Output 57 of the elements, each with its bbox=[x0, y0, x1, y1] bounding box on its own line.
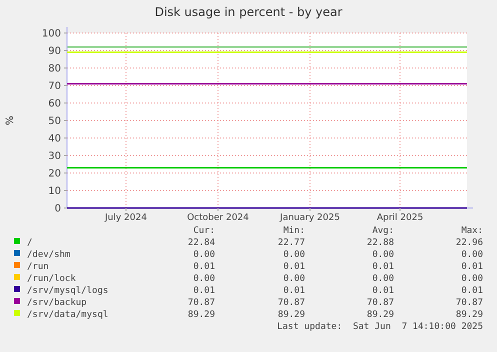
legend-label: /run/lock bbox=[27, 274, 76, 284]
text: 0.01 bbox=[372, 286, 394, 296]
text: 0.00 bbox=[372, 274, 394, 284]
y-tick-label: 10 bbox=[48, 186, 61, 197]
legend-label: /srv/backup bbox=[27, 298, 87, 308]
text: 0.00 bbox=[193, 274, 215, 284]
x-tick-label: October 2024 bbox=[187, 213, 250, 223]
text: 22.88 bbox=[366, 238, 394, 248]
text: 0.00 bbox=[193, 250, 215, 260]
y-tick-label: 40 bbox=[48, 134, 61, 144]
text: 70.87 bbox=[278, 298, 305, 308]
text: 22.84 bbox=[188, 238, 215, 248]
legend-label: /run bbox=[27, 262, 49, 272]
text: 0.00 bbox=[461, 274, 483, 284]
y-tick-label: 20 bbox=[48, 168, 61, 180]
y-tick-label: 90 bbox=[48, 46, 61, 57]
y-tick-label: 0 bbox=[54, 204, 61, 214]
text: 0.01 bbox=[283, 262, 305, 272]
x-tick-label: July 2024 bbox=[104, 213, 148, 223]
text: 89.29 bbox=[278, 310, 305, 320]
y-tick-label: 30 bbox=[48, 151, 61, 162]
y-tick-label: 80 bbox=[48, 64, 61, 74]
legend-label: /srv/mysql/logs bbox=[27, 286, 108, 296]
text: Min: bbox=[283, 226, 305, 236]
text: 70.87 bbox=[188, 298, 215, 308]
legend-label: /srv/data/mysql bbox=[27, 310, 108, 320]
x-tick-label: April 2025 bbox=[376, 213, 424, 223]
text: 0.01 bbox=[193, 286, 215, 296]
text: 0.00 bbox=[461, 250, 483, 260]
text: 89.29 bbox=[366, 310, 394, 320]
y-axis-title: % bbox=[5, 116, 16, 126]
text: 0.01 bbox=[193, 262, 215, 272]
text: 0.00 bbox=[283, 250, 305, 260]
chart-title: Disk usage in percent - by year bbox=[154, 5, 342, 19]
y-tick-label: 50 bbox=[48, 116, 61, 127]
text: 89.29 bbox=[456, 310, 483, 320]
y-tick-label: 100 bbox=[42, 28, 61, 40]
x-tick-label: January 2025 bbox=[279, 213, 340, 223]
text: 0.01 bbox=[461, 286, 483, 296]
text: 70.87 bbox=[456, 298, 483, 308]
text: 0.00 bbox=[283, 274, 305, 284]
text: Cur: bbox=[193, 226, 215, 236]
y-tick-label: 60 bbox=[48, 98, 61, 110]
text: Avg: bbox=[372, 226, 394, 236]
text: 22.96 bbox=[456, 238, 483, 248]
text: 0.01 bbox=[461, 262, 483, 272]
text: 0.00 bbox=[372, 250, 394, 260]
y-tick-label: 70 bbox=[48, 81, 61, 92]
legend-label: /dev/shm bbox=[27, 250, 70, 260]
text: 22.77 bbox=[278, 238, 305, 248]
text: Last update: Sat Jun 7 14:10:00 2025 bbox=[277, 322, 483, 332]
text: 0.01 bbox=[372, 262, 394, 272]
text: Max: bbox=[461, 226, 483, 236]
legend-label: / bbox=[27, 238, 32, 248]
text: 89.29 bbox=[188, 310, 215, 320]
text: 0.01 bbox=[283, 286, 305, 296]
text: 70.87 bbox=[366, 298, 394, 308]
